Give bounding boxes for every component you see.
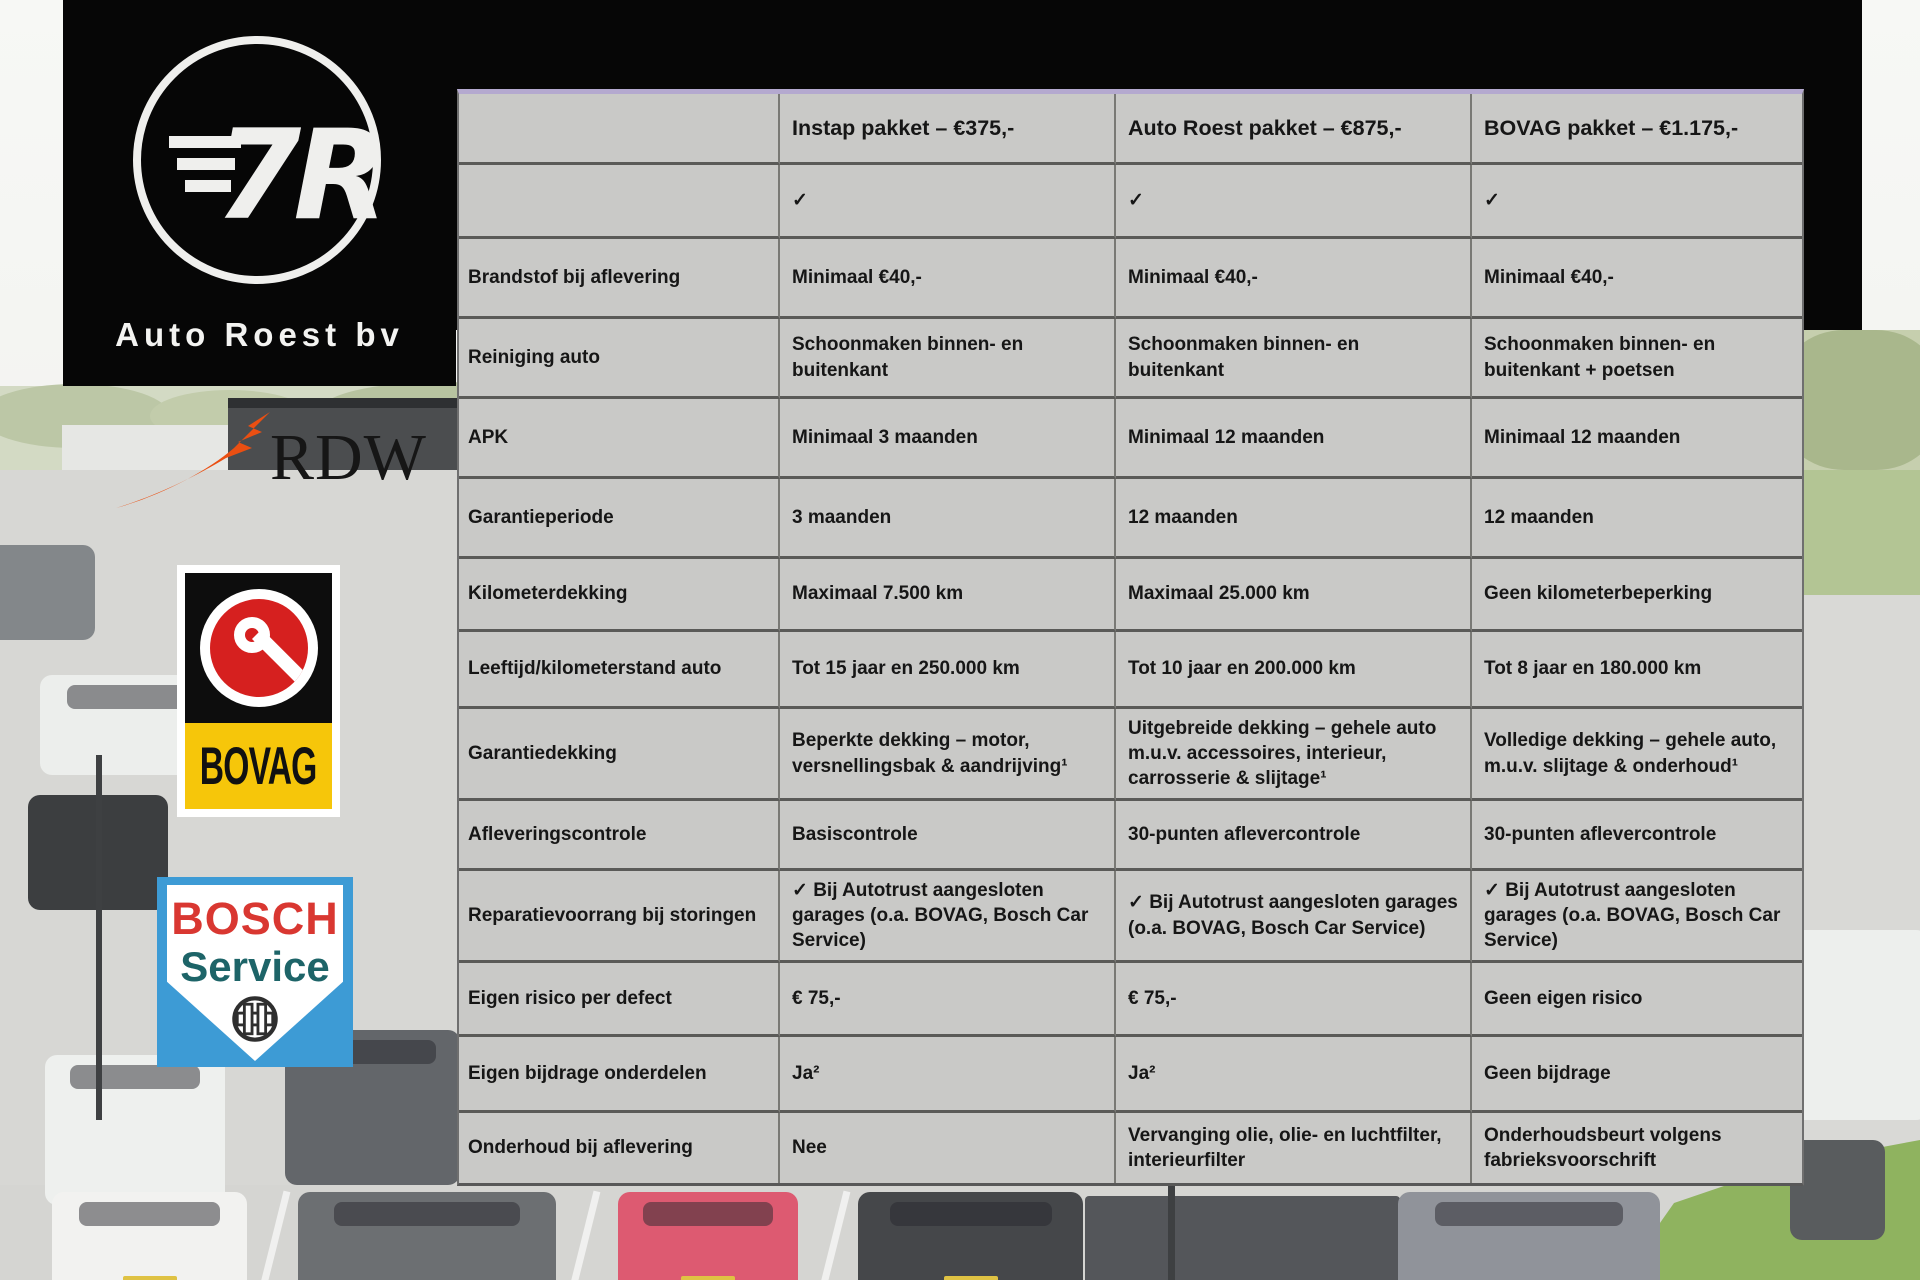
table-cell: Beperkte dekking – motor, versnellingsba… <box>780 709 1116 801</box>
table-cell: Ja² <box>1116 1037 1472 1113</box>
row-label: Reparatievoorrang bij storingen <box>459 871 780 963</box>
table-cell: Minimaal €40,- <box>780 239 1116 319</box>
table-cell: ✓ <box>1472 165 1802 239</box>
row-label: Leeftijd/kilometerstand auto <box>459 632 780 709</box>
table-cell: Minimaal 3 maanden <box>780 399 1116 479</box>
auto-roest-monogram-icon: 7R <box>133 36 387 284</box>
table-cell: 30-punten aflevercontrole <box>1472 801 1802 871</box>
table-cell: Tot 10 jaar en 200.000 km <box>1116 632 1472 709</box>
table-cell: Maximaal 25.000 km <box>1116 559 1472 632</box>
table-cell: Geen kilometerbeperking <box>1472 559 1802 632</box>
column-header-instap: Instap pakket – €375,- <box>780 94 1116 165</box>
bovag-wordmark-band: BOVAG <box>185 723 332 809</box>
table-cell: Volledige dekking – gehele auto, m.u.v. … <box>1472 709 1802 801</box>
bosch-armature-icon <box>232 996 278 1042</box>
bosch-wordmark: BOSCH <box>171 893 339 944</box>
car-shape <box>52 1192 247 1280</box>
rdw-logo: RDW <box>112 406 426 518</box>
table-cell: Minimaal €40,- <box>1116 239 1472 319</box>
column-header-blank <box>459 94 780 165</box>
bovag-logo: BOVAG <box>177 565 340 817</box>
table-cell: Basiscontrole <box>780 801 1116 871</box>
car-shape <box>45 1055 225 1205</box>
row-label: Eigen bijdrage onderdelen <box>459 1037 780 1113</box>
column-header-auto-roest: Auto Roest pakket – €875,- <box>1116 94 1472 165</box>
car-shape <box>1788 930 1920 1120</box>
table-cell: 3 maanden <box>780 479 1116 559</box>
table-cell: Tot 8 jaar en 180.000 km <box>1472 632 1802 709</box>
auto-roest-logo: 7R Auto Roest bv <box>63 0 456 386</box>
row-label: Reiniging auto <box>459 319 780 399</box>
row-label: Eigen risico per defect <box>459 963 780 1037</box>
table-cell: 12 maanden <box>1472 479 1802 559</box>
table-cell: Nee <box>780 1113 1116 1183</box>
table-cell: Vervanging olie, olie- en luchtfilter, i… <box>1116 1113 1472 1183</box>
row-label: Brandstof bij aflevering <box>459 239 780 319</box>
bosch-service-logo: BOSCH Service <box>157 877 353 1067</box>
table-cell: 12 maanden <box>1116 479 1472 559</box>
car-cover-shape <box>1085 1196 1400 1280</box>
table-cell: ✓ Bij Autotrust aangesloten garages (o.a… <box>1116 871 1472 963</box>
table-cell: Schoonmaken binnen- en buitenkant + poet… <box>1472 319 1802 399</box>
lamp-post-shape <box>96 755 102 1120</box>
car-shape <box>618 1192 798 1280</box>
table-cell: ✓ <box>1116 165 1472 239</box>
package-comparison-table: Instap pakket – €375,- Auto Roest pakket… <box>457 89 1804 1186</box>
row-label: Garantieperiode <box>459 479 780 559</box>
table-cell: Onderhoudsbeurt volgens fabrieksvoorschr… <box>1484 1124 1722 1171</box>
car-shape <box>298 1192 556 1280</box>
table-cell: Geen eigen risico <box>1472 963 1802 1037</box>
svg-text:7R: 7R <box>215 104 381 248</box>
van-shape <box>1398 1192 1660 1280</box>
table-cell: Uitgebreide dekking – gehele auto m.u.v.… <box>1116 709 1472 801</box>
car-shape <box>858 1192 1083 1280</box>
table-cell: ✓ <box>780 165 1116 239</box>
column-header-bovag: BOVAG pakket – €1.175,- <box>1472 94 1802 165</box>
row-label: APK <box>459 399 780 479</box>
bovag-key-icon <box>185 573 332 723</box>
row-label: Onderhoud bij aflevering <box>459 1113 780 1183</box>
car-shape <box>1790 1140 1885 1240</box>
table-cell: Maximaal 7.500 km <box>780 559 1116 632</box>
table-cell: ✓ Bij Autotrust aangesloten garages (o.a… <box>780 871 1116 963</box>
table-cell: Schoonmaken binnen- en buitenkant <box>1116 319 1472 399</box>
table-cell: € 75,- <box>1116 963 1472 1037</box>
row-label: Kilometerdekking <box>459 559 780 632</box>
rdw-wordmark: RDW <box>270 421 427 494</box>
table-cell: Tot 15 jaar en 250.000 km <box>780 632 1116 709</box>
table-cell: Ja² <box>780 1037 1116 1113</box>
table-cell: 30-punten aflevercontrole <box>1116 801 1472 871</box>
bovag-wordmark: BOVAG <box>200 735 318 795</box>
table-cell: Geen bijdrage <box>1472 1037 1802 1113</box>
table-cell: Minimaal 12 maanden <box>1472 399 1802 479</box>
table-cell: Schoonmaken binnen- en buitenkant <box>780 319 1116 399</box>
table-cell: Minimaal 12 maanden <box>1116 399 1472 479</box>
table-cell: ✓ Bij Autotrust aangesloten garages (o.a… <box>1472 871 1802 963</box>
row-label <box>459 165 780 239</box>
auto-roest-company-name: Auto Roest bv <box>115 316 404 353</box>
car-shape <box>0 545 95 640</box>
grass-shape <box>1792 470 1920 600</box>
table-cell: € 75,- <box>780 963 1116 1037</box>
table-cell: Minimaal €40,- <box>1472 239 1802 319</box>
bosch-service-wordmark: Service <box>180 943 330 990</box>
rdw-swoosh-icon <box>116 412 270 508</box>
row-label: Afleveringscontrole <box>459 801 780 871</box>
row-label: Garantiedekking <box>459 709 780 801</box>
